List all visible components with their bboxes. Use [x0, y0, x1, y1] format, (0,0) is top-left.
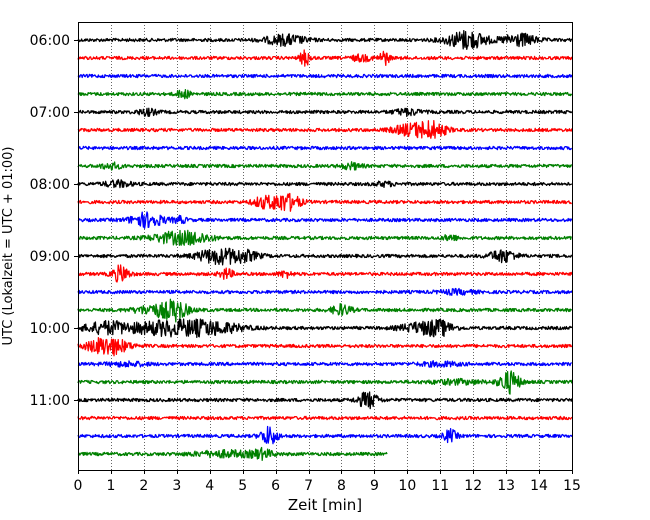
trace-0900 [77, 247, 573, 266]
x-axis-label: Zeit [min] [288, 496, 362, 514]
x-tick-label: 11 [431, 478, 449, 494]
x-tick-label: 10 [398, 478, 416, 494]
y-tick-label: 09:00 [30, 249, 70, 265]
y-axis: 06:00 07:00 08:00 09:00 10:00 11:00 [30, 33, 78, 409]
trace-1045 [77, 370, 573, 395]
x-tick-label: 9 [370, 478, 379, 494]
x-tick-label: 2 [139, 478, 148, 494]
x-tick-label: 1 [106, 478, 115, 494]
x-tick-label: 4 [205, 478, 214, 494]
x-tick-label: 12 [464, 478, 482, 494]
x-axis: 0 1 2 3 4 5 6 7 8 9 10 11 12 13 14 15 [74, 470, 581, 494]
y-tick-label: 07:00 [30, 105, 70, 121]
trace-0615 [77, 49, 573, 67]
trace-1145 [77, 446, 388, 461]
trace-0630 [77, 73, 573, 79]
trace-0715 [77, 120, 573, 139]
trace-0930 [77, 287, 573, 296]
y-tick-label: 10:00 [30, 321, 70, 337]
y-axis-label: UTC (Lokalzeit = UTC + 01:00) [1, 147, 16, 346]
trace-0915 [77, 264, 573, 283]
y-tick-label: 11:00 [30, 393, 70, 409]
trace-0800 [77, 178, 572, 189]
y-tick-label: 06:00 [30, 33, 70, 49]
plot-frame [78, 22, 573, 471]
x-tick-label: 5 [238, 478, 247, 494]
trace-1100 [77, 391, 573, 410]
x-tick-label: 0 [74, 478, 83, 494]
x-tick-label: 8 [337, 478, 346, 494]
trace-0815 [77, 192, 572, 212]
x-tick-label: 7 [304, 478, 313, 494]
x-tick-label: 6 [271, 478, 280, 494]
trace-group [77, 30, 573, 461]
trace-0945 [77, 298, 573, 323]
trace-1130 [77, 425, 573, 445]
trace-0600 [77, 30, 573, 50]
x-tick-label: 13 [497, 478, 515, 494]
x-tick-label: 14 [530, 478, 548, 494]
y-tick-label: 08:00 [30, 177, 70, 193]
x-tick-label: 15 [563, 478, 581, 494]
trace-1115 [77, 415, 573, 421]
trace-1015 [77, 337, 573, 357]
trace-0645 [77, 88, 573, 100]
trace-0845 [77, 229, 573, 246]
trace-0830 [77, 211, 573, 229]
trace-1000 [77, 318, 573, 338]
x-tick-label: 3 [172, 478, 181, 494]
trace-1030 [77, 360, 572, 368]
trace-0700 [77, 107, 573, 118]
trace-0730 [77, 145, 573, 151]
trace-0745 [77, 161, 573, 171]
